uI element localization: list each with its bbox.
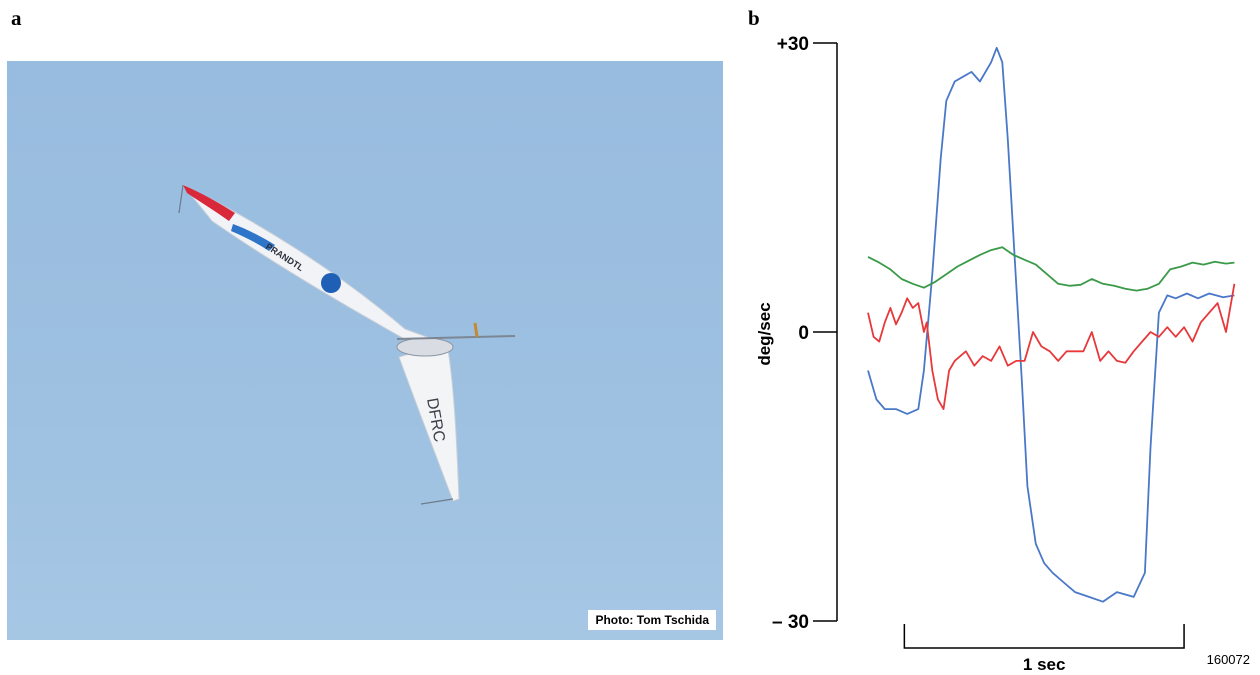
panel-label-a: a	[11, 6, 22, 30]
nasa-logo	[321, 273, 341, 293]
figure-id: 160072	[1206, 652, 1250, 667]
aircraft-photo: PRANDTL DFRC Photo: Tom Tschida	[7, 61, 723, 640]
time-scale-bar	[903, 624, 1185, 649]
y-tick-label: – 30	[772, 612, 809, 633]
right-wing	[398, 342, 460, 502]
wing-stripe	[231, 224, 275, 251]
y-tick-label: +30	[777, 34, 809, 55]
series-line-3	[867, 246, 1235, 292]
aircraft-illustration: PRANDTL DFRC	[178, 184, 516, 505]
y-axis-label: deg/sec	[755, 302, 774, 365]
y-tick-label: 0	[798, 323, 809, 344]
photo-credit: Photo: Tom Tschida	[588, 610, 716, 630]
time-scale-label: 1 sec	[1023, 655, 1066, 674]
panel-label-b: b	[748, 6, 760, 30]
series-line-2	[867, 283, 1236, 410]
left-wingtip	[183, 185, 235, 221]
series-line-1	[867, 46, 1235, 603]
